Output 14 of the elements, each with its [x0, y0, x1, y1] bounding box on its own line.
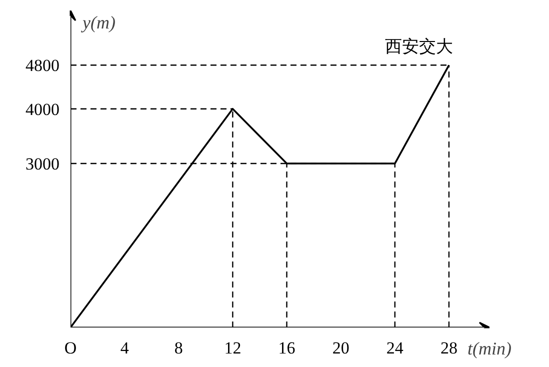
x-tick-label: 12 [224, 338, 242, 358]
x-axis-title: t(min) [468, 338, 512, 358]
annotation: 西安交大 [384, 37, 453, 58]
y-tick-label: 3000 [26, 154, 60, 174]
x-tick-label: 28 [440, 338, 458, 358]
x-tick-label: 24 [386, 338, 404, 358]
x-tick-label: O [64, 338, 77, 358]
x-tick-label: 16 [278, 338, 296, 358]
y-axis-title: y(m) [80, 12, 116, 32]
y-tick-label: 4000 [26, 100, 60, 119]
y-tick-label: 4800 [26, 56, 60, 76]
x-tick-label: 20 [332, 338, 350, 358]
x-tick-label: 8 [174, 338, 183, 358]
x-tick-label: 4 [120, 338, 130, 358]
